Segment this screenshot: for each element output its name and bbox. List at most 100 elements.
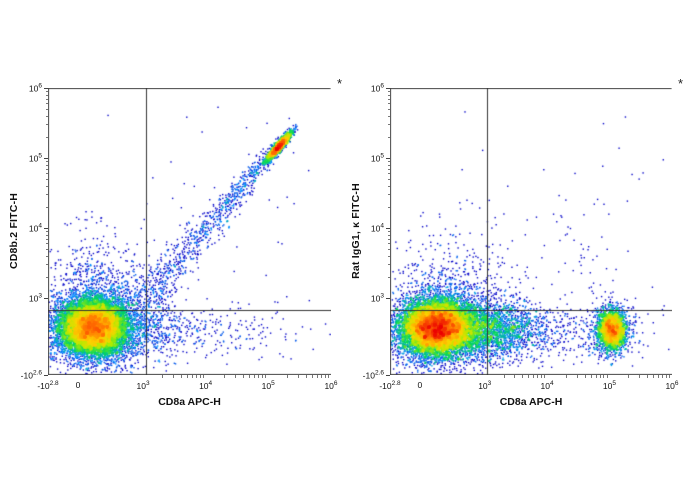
y-tick-label: -102.6: [20, 369, 42, 381]
y-tick-mark: [387, 173, 390, 175]
x-tick-mark: [202, 375, 204, 378]
y-tick-mark: [387, 194, 390, 196]
y-tick-mark: [45, 168, 48, 170]
x-tick-mark: [503, 375, 505, 378]
x-tick-label: 104: [199, 380, 213, 391]
y-tick-label: 103: [370, 292, 384, 303]
y-tick-mark: [45, 234, 48, 236]
x-tick-label: 105: [602, 380, 616, 391]
y-tick-label: 104: [370, 222, 384, 234]
x-tick-mark: [243, 375, 245, 378]
y-tick-mark: [386, 297, 390, 299]
y-tick-mark: [44, 375, 48, 376]
y-tick-mark: [45, 206, 48, 208]
x-tick-mark: [328, 375, 330, 378]
y-tick-mark: [45, 173, 48, 175]
y-tick-mark: [387, 103, 390, 105]
y-tick-mark: [45, 276, 48, 278]
x-tick-label: 106: [665, 380, 679, 391]
y-tick-mark: [386, 88, 390, 89]
x-tick-mark: [541, 375, 543, 378]
x-tick-mark: [514, 375, 516, 378]
y-tick-mark: [45, 160, 48, 162]
x-tick-mark: [191, 375, 193, 378]
x-tick-mark: [195, 375, 197, 378]
x-tick-mark: [161, 375, 163, 378]
y-tick-mark: [387, 94, 390, 96]
x-tick-mark: [186, 375, 188, 378]
x-tick-mark: [565, 375, 567, 378]
x-tick-label: 0: [417, 380, 423, 390]
y-tick-mark: [45, 194, 48, 196]
y-tick-mark: [387, 98, 390, 100]
x-tick-mark: [317, 375, 319, 378]
x-tick-mark: [254, 375, 256, 378]
x-tick-mark: [321, 375, 323, 378]
y-tick-mark: [386, 375, 390, 376]
x-tick-mark: [265, 375, 267, 378]
x-tick-mark: [305, 375, 307, 378]
x-tick-mark: [249, 375, 251, 378]
x-tick-mark: [639, 375, 641, 378]
x-tick-mark: [224, 375, 226, 378]
x-tick-mark: [584, 375, 586, 378]
y-tick-mark: [45, 248, 48, 250]
y-tick-mark: [45, 136, 48, 138]
x-tick-mark: [199, 375, 201, 378]
y-tick-mark: [44, 227, 48, 229]
y-tick-label: 105: [28, 152, 42, 164]
y-tick-label: 105: [370, 152, 384, 164]
x-tick-label: -102.8: [379, 380, 401, 391]
corner-asterisk: *: [677, 76, 683, 91]
x-tick-mark: [603, 375, 605, 378]
x-tick-mark: [298, 375, 300, 378]
y-tick-mark: [387, 234, 390, 236]
x-tick-mark: [599, 375, 601, 378]
x-tick-mark: [537, 375, 539, 378]
plot-cd8b2-fitc-vs-cd8a-apc: CD8b.2 FITC-H CD8a APC-H * -102.8 0 103 104…: [8, 76, 342, 408]
y-tick-mark: [45, 164, 48, 166]
x-tick-mark: [312, 375, 314, 378]
y-tick-mark: [44, 297, 48, 299]
y-tick-mark: [45, 238, 48, 240]
x-tick-mark: [533, 375, 535, 378]
y-tick-mark: [387, 255, 390, 257]
x-axis-label: CD8a APC-H: [158, 396, 221, 408]
x-tick-mark: [522, 375, 524, 378]
y-tick-mark: [387, 168, 390, 170]
y-tick-mark: [44, 157, 48, 159]
x-tick-label: 0: [75, 380, 81, 390]
y-tick-mark: [45, 94, 48, 96]
y-tick-mark: [387, 206, 390, 208]
x-tick-mark: [653, 375, 655, 378]
y-tick-mark: [387, 276, 390, 278]
x-tick-mark: [262, 375, 264, 378]
y-tick-mark: [387, 264, 390, 266]
plot-rat-igg1-fitc-vs-cd8a-apc: Rat IgG1, κ FITC-H CD8a APC-H * -102.8 0 1…: [350, 76, 683, 408]
y-tick-mark: [387, 160, 390, 162]
y-tick-mark: [45, 255, 48, 257]
x-tick-mark: [528, 375, 530, 378]
dot-plot-canvas-right: [390, 88, 672, 375]
corner-asterisk: *: [336, 76, 342, 91]
y-tick-mark: [387, 230, 390, 232]
y-tick-mark: [387, 115, 390, 117]
y-tick-mark: [44, 88, 48, 89]
y-axis-label: CD8b.2 FITC-H: [8, 192, 20, 270]
y-tick-mark: [45, 264, 48, 266]
y-tick-label: 106: [370, 82, 384, 94]
x-tick-mark: [628, 375, 630, 378]
x-tick-label: 105: [261, 380, 275, 391]
x-tick-mark: [180, 375, 182, 378]
x-tick-label: 103: [136, 380, 150, 391]
y-tick-label: 104: [28, 222, 42, 234]
x-tick-mark: [658, 375, 660, 378]
y-tick-mark: [45, 108, 48, 110]
y-tick-mark: [45, 230, 48, 232]
x-tick-mark: [172, 375, 174, 378]
y-tick-label: 106: [28, 82, 42, 94]
y-axis-label: Rat IgG1, κ FITC-H: [350, 183, 362, 279]
y-tick-mark: [386, 227, 390, 229]
y-tick-mark: [387, 243, 390, 245]
